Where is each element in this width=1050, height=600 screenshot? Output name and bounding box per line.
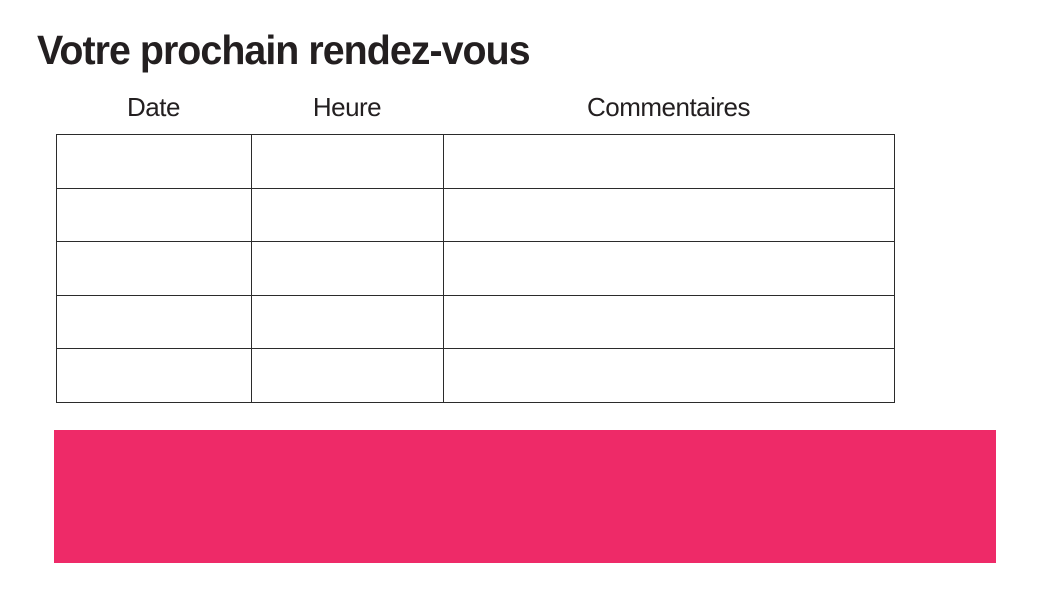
column-header-date: Date [127, 92, 180, 122]
column-header-commentaires: Commentaires [586, 92, 751, 122]
table-cell-date [56, 348, 252, 403]
page-title: Votre prochain rendez-vous [37, 27, 531, 73]
table-cell-heure [251, 241, 444, 296]
table-cell-commentaires [443, 294, 895, 349]
table-cell-heure [251, 294, 444, 349]
table-cell-date [56, 134, 252, 189]
table-cell-date [56, 187, 252, 242]
highlight-banner [54, 430, 996, 563]
table-row [56, 134, 895, 189]
table-row [56, 294, 895, 349]
table-cell-commentaires [443, 241, 895, 296]
table-row [56, 241, 895, 296]
table-cell-commentaires [443, 187, 895, 242]
table-header-row: Date Heure Commentaires [56, 92, 894, 123]
column-header-heure: Heure [312, 92, 382, 122]
table-row [56, 348, 895, 403]
table-cell-heure [251, 134, 444, 189]
table-cell-commentaires [443, 348, 895, 403]
table-cell-date [56, 241, 252, 296]
table-row [56, 187, 895, 242]
appointments-table [56, 134, 895, 403]
table-cell-heure [251, 187, 444, 242]
table-cell-heure [251, 348, 444, 403]
table-cell-commentaires [443, 134, 895, 189]
table-cell-date [56, 294, 252, 349]
